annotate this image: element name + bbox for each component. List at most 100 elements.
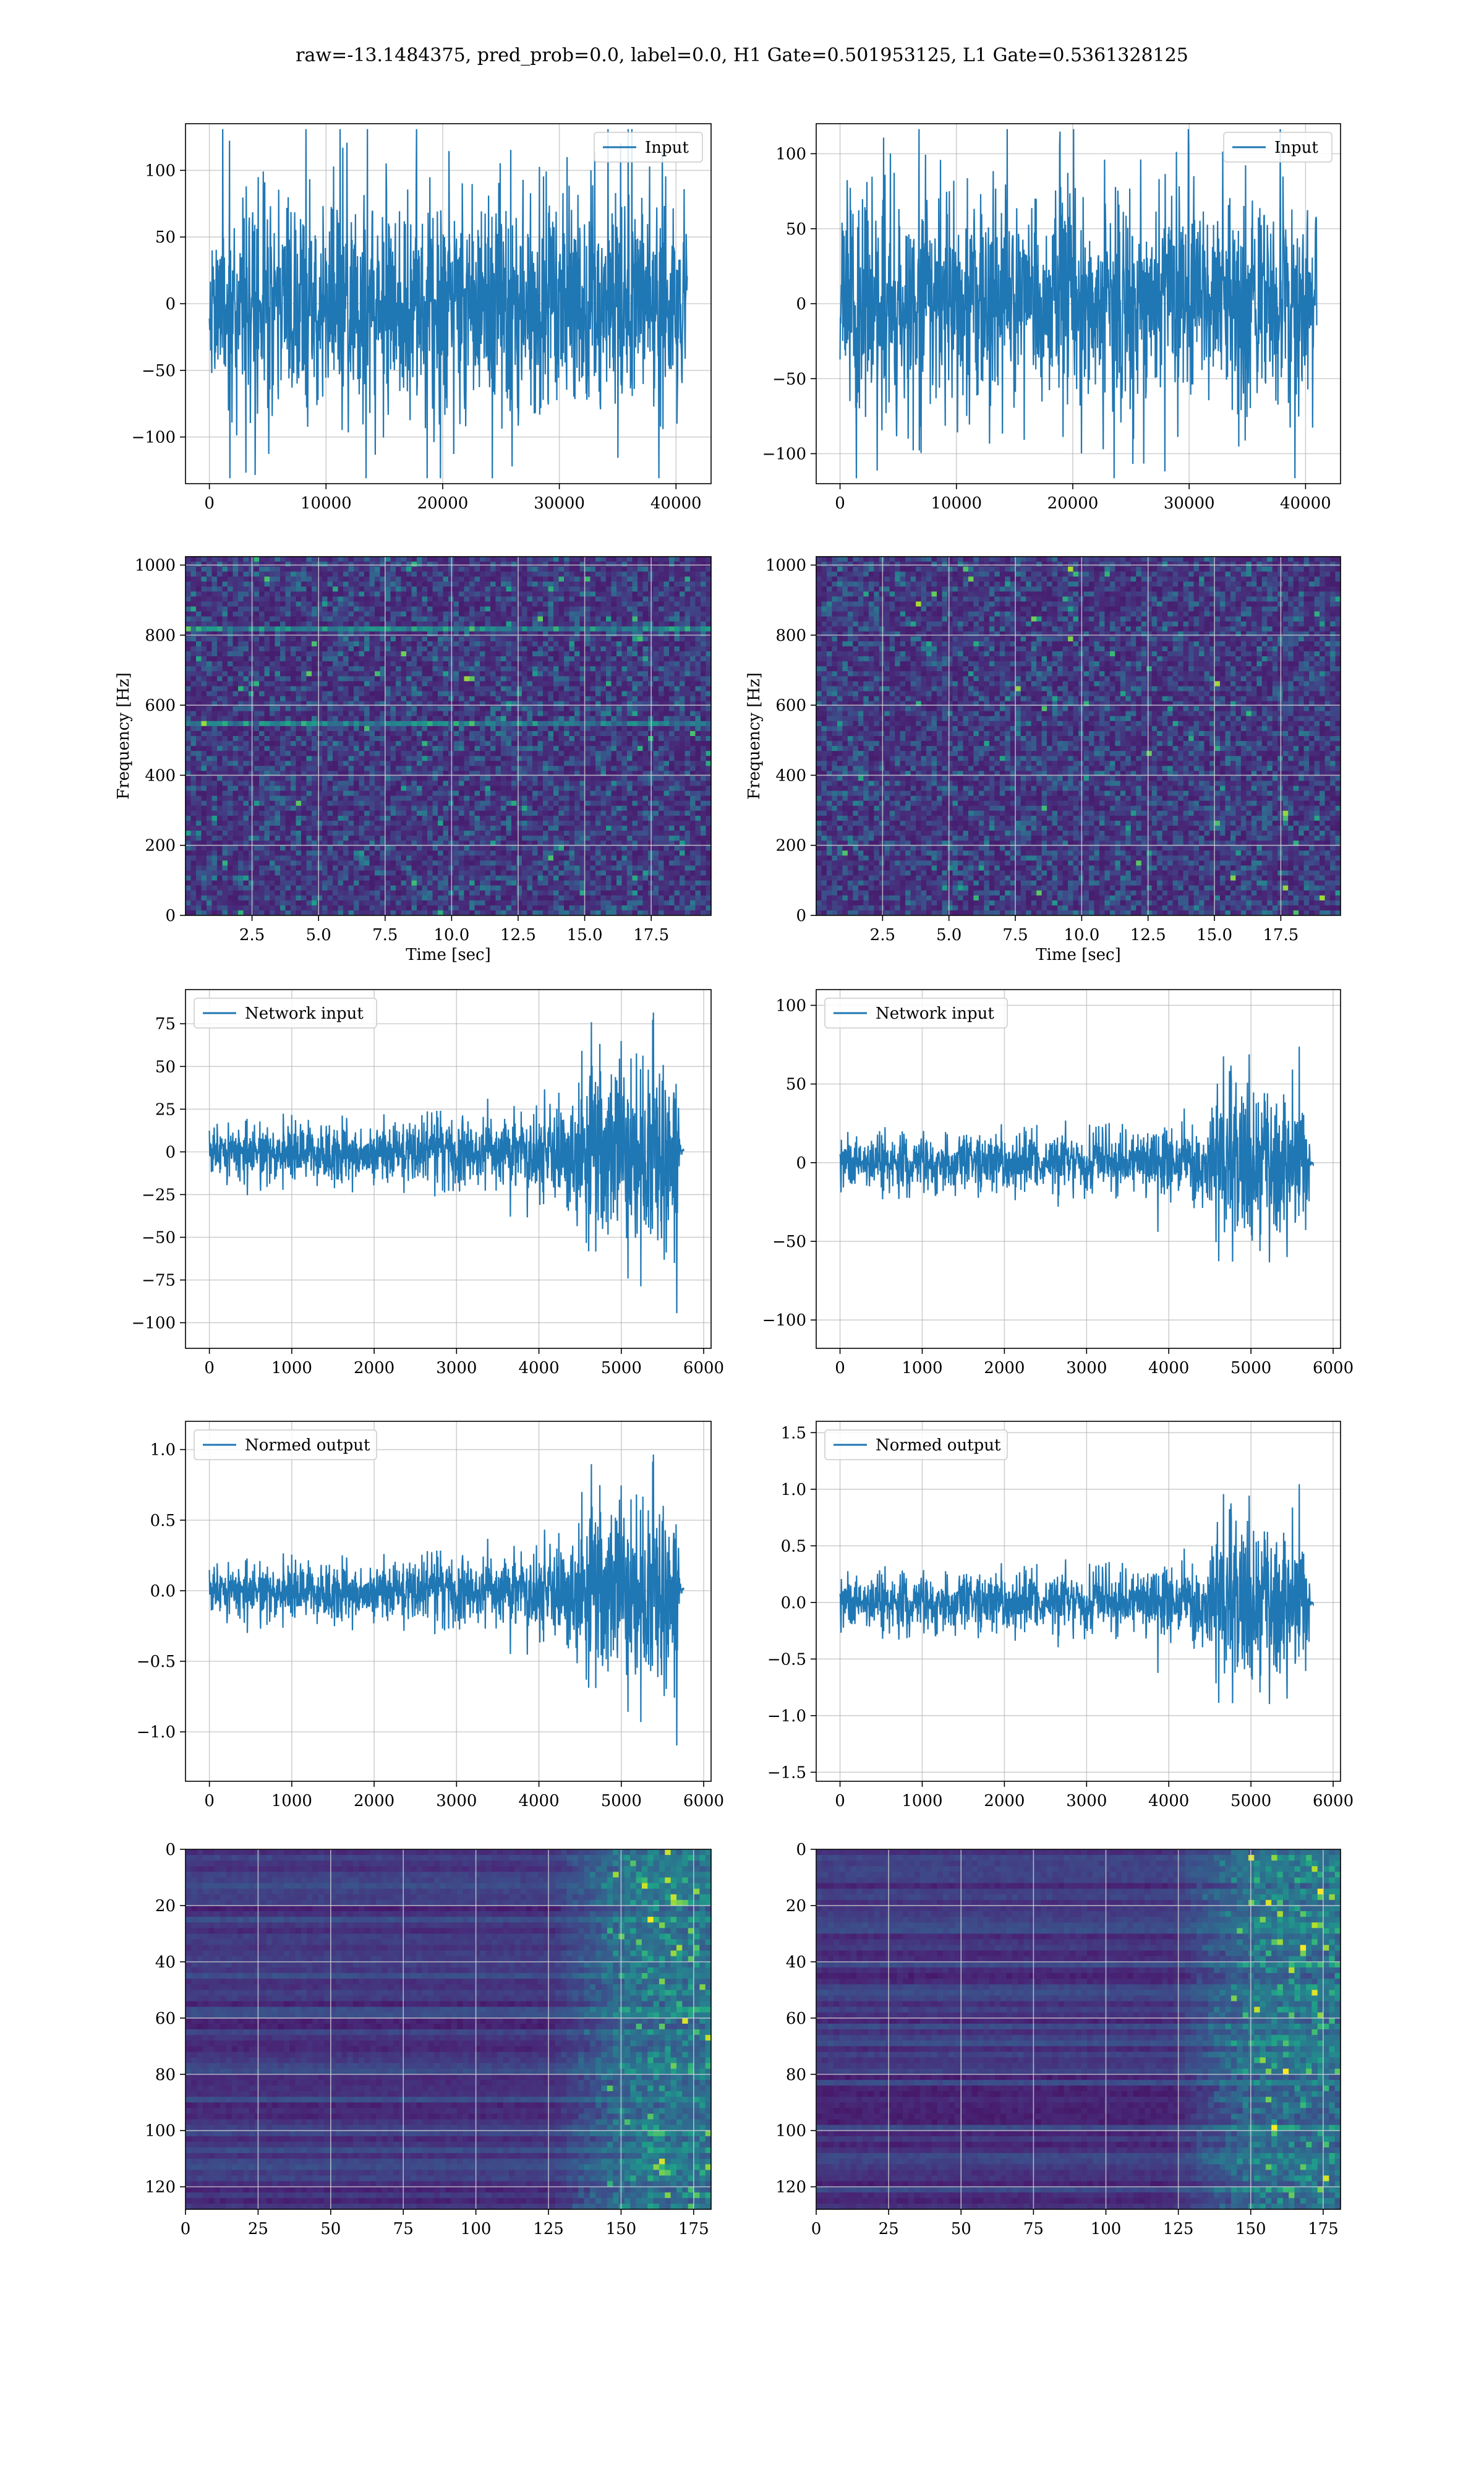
h1-input-legend-box [594, 132, 703, 163]
l1-input-x-tick-label: 20000 [1047, 494, 1099, 513]
h1-network-input-x-tick-label: 3000 [436, 1359, 477, 1377]
h1-network-input-legend: Network input [194, 998, 377, 1029]
l1-normed-output-x-tick-label: 2000 [984, 1792, 1025, 1810]
l1-network-input-x-tick-label: 3000 [1066, 1359, 1107, 1377]
l1-normed-output-chart: 0 1000 2000 3000 4000 5000 6000 −1.5 −1.0 −0.5 0.0… [767, 1421, 1354, 1810]
l1-network-input-legend-box [824, 998, 1008, 1029]
l1-input-legend-box [1223, 132, 1333, 163]
l1-input-x-tick-label: 30000 [1164, 494, 1215, 513]
l1-network-input-legend: Network input [824, 998, 1008, 1029]
l1-normed-output-y-tick-label: −1.5 [767, 1763, 806, 1782]
h1-network-input-x-tick-label: 1000 [271, 1359, 312, 1377]
h1-input-x-tick-label: 20000 [417, 494, 469, 513]
l1-spectrogram-x-tick-label: 17.5 [1263, 926, 1298, 944]
h1-network-input-frame [185, 989, 712, 1349]
h1-network-input-y-tick-label: −25 [142, 1186, 176, 1204]
h1-normed-output-y-tick-label: −1.0 [137, 1723, 176, 1742]
h1-network-input-series-line [208, 1012, 685, 1314]
l1-input-y-tick-label: −50 [772, 370, 806, 388]
h1-normed-output-x-tick-label: 0 [204, 1792, 215, 1810]
h1-spectrogram-x-tick-label: 2.5 [239, 926, 265, 944]
l1-spectrogram-cells [816, 557, 1341, 915]
l1-network-input-legend-label: Network input [876, 1004, 994, 1023]
l1-network-input-plot-area [816, 990, 1341, 1348]
h1-network-input-y-tick-label: −75 [142, 1272, 176, 1290]
h1-feature-map-x-tick-label: 25 [248, 2220, 268, 2238]
h1-input-plot-area [186, 124, 711, 484]
h1-network-input-y-tick-label: 25 [155, 1100, 176, 1119]
l1-feature-map-y-tick-label: 40 [786, 1953, 806, 1972]
l1-input-x-tick-label: 40000 [1280, 494, 1331, 513]
l1-spectrogram-x-tick-label: 10.0 [1064, 926, 1099, 944]
l1-spectrogram-x-tick-label: 7.5 [1002, 926, 1028, 944]
h1-normed-output-ticks: 0 1000 2000 3000 4000 5000 6000 −1.0 −0.5 0.0 0.5 1… [137, 1441, 724, 1810]
h1-normed-output-x-tick-label: 4000 [518, 1792, 559, 1810]
h1-network-input-plot-area [186, 990, 711, 1348]
l1-network-input-y-tick-label: −50 [772, 1233, 806, 1251]
l1-feature-map-x-tick-label: 150 [1235, 2220, 1266, 2238]
l1-spectrogram-x-tick-label: 12.5 [1130, 926, 1166, 944]
h1-spectrogram-cells [186, 557, 711, 915]
l1-input-y-tick-label: 100 [775, 145, 806, 164]
h1-feature-map-y-tick-label: 100 [145, 2122, 176, 2141]
h1-network-input-y-tick-label: 75 [155, 1015, 176, 1034]
h1-input-x-tick-label: 0 [204, 494, 215, 513]
l1-input-y-tick-label: 50 [786, 220, 806, 239]
h1-feature-map-x-tick-label: 75 [393, 2220, 414, 2238]
l1-normed-output-legend-box [824, 1429, 1008, 1460]
l1-normed-output-y-tick-label: 0.0 [781, 1594, 806, 1612]
l1-normed-output-ticks: 0 1000 2000 3000 4000 5000 6000 −1.5 −1.0 −0.5 0.0… [767, 1424, 1354, 1810]
l1-input-legend: Input [1223, 132, 1333, 163]
l1-normed-output-y-tick-label: 0.5 [781, 1537, 806, 1556]
h1-feature-map-y-tick-label: 60 [155, 2010, 176, 2028]
l1-feature-map-y-tick-label: 80 [786, 2066, 806, 2084]
h1-normed-output-x-tick-label: 1000 [271, 1792, 312, 1810]
l1-normed-output-legend: Normed output [824, 1429, 1008, 1460]
l1-feature-map-y-tick-label: 0 [796, 1841, 806, 1859]
l1-network-input-chart: 0 1000 2000 3000 4000 5000 6000 −100 −50 0 50 100 Ne… [762, 989, 1354, 1377]
h1-normed-output-y-tick-label: 0.0 [150, 1582, 176, 1601]
l1-input-ticks: 0 10000 20000 30000 40000 −100 −50 0 50 100 [762, 145, 1331, 513]
l1-spectrogram-ticks: 2.5 5.0 7.5 10.0 12.5 15.0 17.5 0 200 400 600 800 10… [765, 557, 1299, 944]
l1-input-chart: 0 10000 20000 30000 40000 −100 −50 0 50 100 Input [762, 123, 1341, 513]
h1-feature-map-x-tick-label: 50 [320, 2220, 341, 2238]
h1-input-series-line [208, 129, 688, 479]
l1-spectrogram-y-tick-label: 400 [775, 766, 806, 785]
h1-normed-output-legend: Normed output [194, 1429, 377, 1460]
l1-spectrogram-y-tick-label: 600 [775, 696, 806, 715]
h1-normed-output-legend-box [194, 1429, 377, 1460]
l1-network-input-series-line [839, 1047, 1315, 1263]
l1-network-input-x-tick-label: 6000 [1313, 1359, 1354, 1377]
l1-feature-map-y-tick-label: 60 [786, 2010, 806, 2028]
h1-input-x-tick-label: 10000 [301, 494, 352, 513]
h1-feature-map-x-tick-label: 100 [461, 2220, 492, 2238]
h1-feature-map-cells [186, 1849, 711, 2209]
l1-normed-output-y-tick-label: −1.0 [767, 1707, 806, 1726]
h1-input-legend: Input [594, 132, 703, 163]
h1-network-input-x-tick-label: 6000 [683, 1359, 724, 1377]
l1-normed-output-y-tick-label: 1.5 [781, 1424, 806, 1442]
l1-feature-map-x-tick-label: 125 [1163, 2220, 1194, 2238]
l1-input-y-tick-label: 0 [796, 295, 806, 314]
h1-input-chart: 0 10000 20000 30000 40000 −100 −50 0 50 100 Input [132, 123, 712, 513]
l1-normed-output-y-tick-label: −0.5 [767, 1650, 806, 1669]
l1-feature-map-grid [816, 1849, 1341, 2209]
l1-network-input-y-tick-label: 100 [775, 996, 806, 1015]
l1-feature-map-x-tick-label: 100 [1091, 2220, 1122, 2238]
h1-feature-map-x-tick-label: 150 [606, 2220, 637, 2238]
h1-network-input-y-tick-label: −100 [132, 1314, 176, 1333]
h1-feature-map-frame [185, 1849, 712, 2210]
l1-spectrogram-x-tick-label: 15.0 [1196, 926, 1232, 944]
h1-feature-map-x-tick-label: 125 [533, 2220, 564, 2238]
l1-feature-map-x-tick-label: 75 [1023, 2220, 1044, 2238]
l1-input-legend-label: Input [1274, 139, 1318, 157]
l1-spectrogram-chart: 2.5 5.0 7.5 10.0 12.5 15.0 17.5 0 200 400 600 800 10… [745, 556, 1341, 964]
h1-feature-map-y-tick-label: 0 [165, 1841, 176, 1859]
h1-spectrogram-x-tick-label: 7.5 [372, 926, 398, 944]
h1-normed-output-x-tick-label: 5000 [601, 1792, 642, 1810]
h1-network-input-chart: 0 1000 2000 3000 4000 5000 6000 −100 −75 −50 −25 0 2… [132, 989, 724, 1377]
l1-feature-map-x-tick-label: 25 [879, 2220, 899, 2238]
h1-network-input-x-tick-label: 2000 [354, 1359, 394, 1377]
h1-spectrogram-plot-area [186, 557, 711, 915]
